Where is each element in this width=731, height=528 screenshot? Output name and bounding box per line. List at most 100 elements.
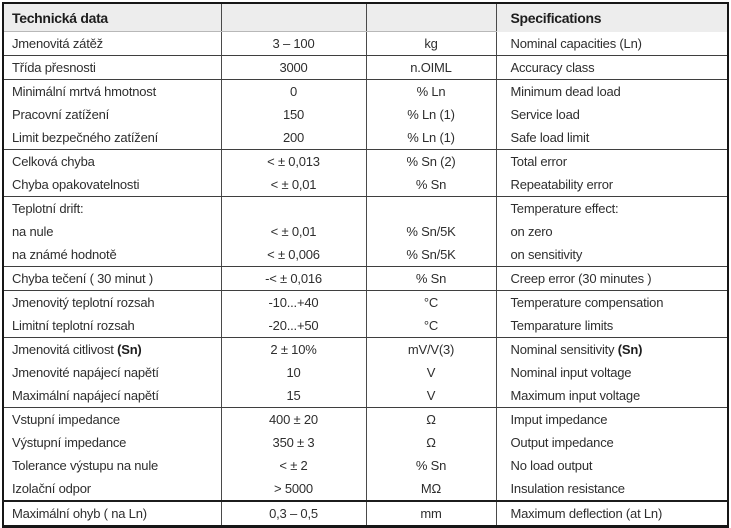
czech-label: Chyba tečení ( 30 minut ) bbox=[3, 266, 221, 291]
english-label: Service load bbox=[495, 103, 728, 126]
value-cell: < ± 2 bbox=[220, 454, 366, 477]
english-label: No load output bbox=[495, 454, 728, 477]
table-row: Teplotní drift: Temperature effect: bbox=[3, 196, 728, 220]
unit-cell: % Sn/5K bbox=[365, 243, 496, 267]
table-row: Chyba tečení ( 30 minut ) -< ± 0,016 % S… bbox=[3, 266, 728, 291]
unit-cell bbox=[365, 196, 496, 220]
czech-label: Chyba opakovatelnosti bbox=[3, 173, 221, 197]
value-cell: 15 bbox=[220, 384, 366, 408]
header-english: Specifications bbox=[495, 3, 728, 32]
czech-label: Limit bezpečného zatížení bbox=[3, 126, 221, 150]
header-unit-spacer bbox=[365, 3, 496, 32]
table-row: Limitní teplotní rozsah -20...+50 °C Tem… bbox=[3, 314, 728, 338]
czech-label: na nule bbox=[12, 224, 54, 239]
value-cell: 3000 bbox=[220, 55, 366, 80]
unit-cell: Ω bbox=[365, 407, 496, 431]
table-row: Maximální napájecí napětí 15 V Maximum i… bbox=[3, 384, 728, 408]
value-cell: -< ± 0,016 bbox=[220, 266, 366, 291]
table-row: na nule < ± 0,01 % Sn/5K on zero bbox=[3, 220, 728, 243]
unit-cell: V bbox=[365, 361, 496, 384]
value-cell bbox=[220, 196, 366, 220]
english-label: Safe load limit bbox=[495, 126, 728, 150]
unit-cell: °C bbox=[365, 314, 496, 338]
unit-cell: % Ln (1) bbox=[365, 103, 496, 126]
table-row: Tolerance výstupu na nule < ± 2 % Sn No … bbox=[3, 454, 728, 477]
header-czech: Technická data bbox=[3, 3, 221, 32]
english-label-bold: (Sn) bbox=[617, 342, 643, 357]
value-cell: 350 ± 3 bbox=[220, 431, 366, 454]
value-cell: < ± 0,01 bbox=[220, 173, 366, 197]
english-label: Nominal sensitivity (Sn) bbox=[495, 337, 728, 361]
value-cell: 0,3 – 0,5 bbox=[220, 501, 366, 527]
value-cell: < ± 0,01 bbox=[220, 220, 366, 243]
czech-label: Jmenovitá zátěž bbox=[3, 31, 221, 56]
unit-cell: % Sn bbox=[365, 173, 496, 197]
unit-cell: % Ln (1) bbox=[365, 126, 496, 150]
unit-cell: mm bbox=[365, 501, 496, 527]
czech-label-bold: (Sn) bbox=[117, 342, 142, 357]
table-row: Jmenovitá zátěž 3 – 100 kg Nominal capac… bbox=[3, 31, 728, 56]
value-cell: < ± 0,013 bbox=[220, 149, 366, 173]
value-cell: > 5000 bbox=[220, 477, 366, 502]
english-label: on sensitivity bbox=[495, 243, 728, 267]
value-cell: -10...+40 bbox=[220, 290, 366, 314]
czech-label: Jmenovité napájecí napětí bbox=[12, 365, 159, 380]
unit-cell: % Sn/5K bbox=[365, 220, 496, 243]
table-header-row: Technická data Specifications bbox=[3, 3, 728, 32]
czech-label: Třída přesnosti bbox=[3, 55, 221, 80]
czech-label: Maximální napájecí napětí bbox=[3, 384, 221, 408]
english-label: Imput impedance bbox=[495, 407, 728, 431]
table-row: Chyba opakovatelnosti < ± 0,01 % Sn Repe… bbox=[3, 173, 728, 197]
table-row: Maximální ohyb ( na Ln) 0,3 – 0,5 mm Max… bbox=[3, 501, 728, 527]
english-label: Nominal capacities (Ln) bbox=[495, 31, 728, 56]
english-label: Temperature compensation bbox=[495, 290, 728, 314]
english-label: Maximum input voltage bbox=[495, 384, 728, 408]
english-label: Maximum deflection (at Ln) bbox=[495, 501, 728, 527]
czech-label: Maximální ohyb ( na Ln) bbox=[12, 506, 147, 521]
table-row: Minimální mrtvá hmotnost 0 % Ln Minimum … bbox=[3, 79, 728, 103]
table-row: Jmenovitý teplotní rozsah -10...+40 °C T… bbox=[3, 290, 728, 314]
unit-cell: °C bbox=[365, 290, 496, 314]
czech-label: Izolační odpor bbox=[3, 477, 221, 502]
czech-label: Jmenovitá citlivost (Sn) bbox=[3, 338, 221, 362]
table-row: Jmenovitá citlivost (Sn) 2 ± 10% mV/V(3)… bbox=[3, 337, 728, 362]
table-row: Limit bezpečného zatížení 200 % Ln (1) S… bbox=[3, 126, 728, 150]
unit-cell: % Sn bbox=[365, 266, 496, 291]
unit-cell: % Sn (2) bbox=[365, 149, 496, 173]
czech-label: Teplotní drift: bbox=[12, 201, 84, 216]
value-cell: 200 bbox=[220, 126, 366, 150]
unit-cell: n.OIML bbox=[365, 55, 496, 80]
value-cell: 400 ± 20 bbox=[220, 407, 366, 431]
unit-cell: % Sn bbox=[365, 454, 496, 477]
czech-label: Pracovní zatížení bbox=[12, 107, 110, 122]
table-row: Celková chyba < ± 0,013 % Sn (2) Total e… bbox=[3, 149, 728, 173]
english-label: Insulation resistance bbox=[495, 477, 728, 502]
czech-label: Vstupní impedance bbox=[12, 412, 120, 427]
table-row: Vstupní impedance 400 ± 20 Ω Imput imped… bbox=[3, 407, 728, 431]
english-label: Output impedance bbox=[495, 431, 728, 454]
table-row: Pracovní zatížení 150 % Ln (1) Service l… bbox=[3, 103, 728, 126]
english-label: Repeatability error bbox=[495, 173, 728, 197]
english-label: Nominal input voltage bbox=[495, 361, 728, 384]
value-cell: 2 ± 10% bbox=[220, 337, 366, 361]
english-label: Creep error (30 minutes ) bbox=[495, 266, 728, 291]
czech-label: Limitní teplotní rozsah bbox=[3, 314, 221, 338]
english-label: on zero bbox=[495, 220, 728, 243]
table-row: Třída přesnosti 3000 n.OIML Accuracy cla… bbox=[3, 55, 728, 80]
unit-cell: % Ln bbox=[365, 79, 496, 103]
english-label: Minimum dead load bbox=[495, 79, 728, 103]
unit-cell: V bbox=[365, 384, 496, 408]
unit-cell: kg bbox=[365, 31, 496, 56]
english-label-text: Nominal sensitivity bbox=[510, 342, 618, 357]
value-cell: 3 – 100 bbox=[220, 31, 366, 56]
unit-cell: mV/V(3) bbox=[365, 337, 496, 361]
english-label: Total error bbox=[495, 149, 728, 173]
table-row: Izolační odpor > 5000 MΩ Insulation resi… bbox=[3, 477, 728, 502]
value-cell: -20...+50 bbox=[220, 314, 366, 338]
table-row: Výstupní impedance 350 ± 3 Ω Output impe… bbox=[3, 431, 728, 454]
czech-label-text: Jmenovitá citlivost bbox=[12, 342, 118, 357]
value-cell: 0 bbox=[220, 79, 366, 103]
value-cell: 150 bbox=[220, 103, 366, 126]
czech-label: Celková chyba bbox=[12, 154, 95, 169]
